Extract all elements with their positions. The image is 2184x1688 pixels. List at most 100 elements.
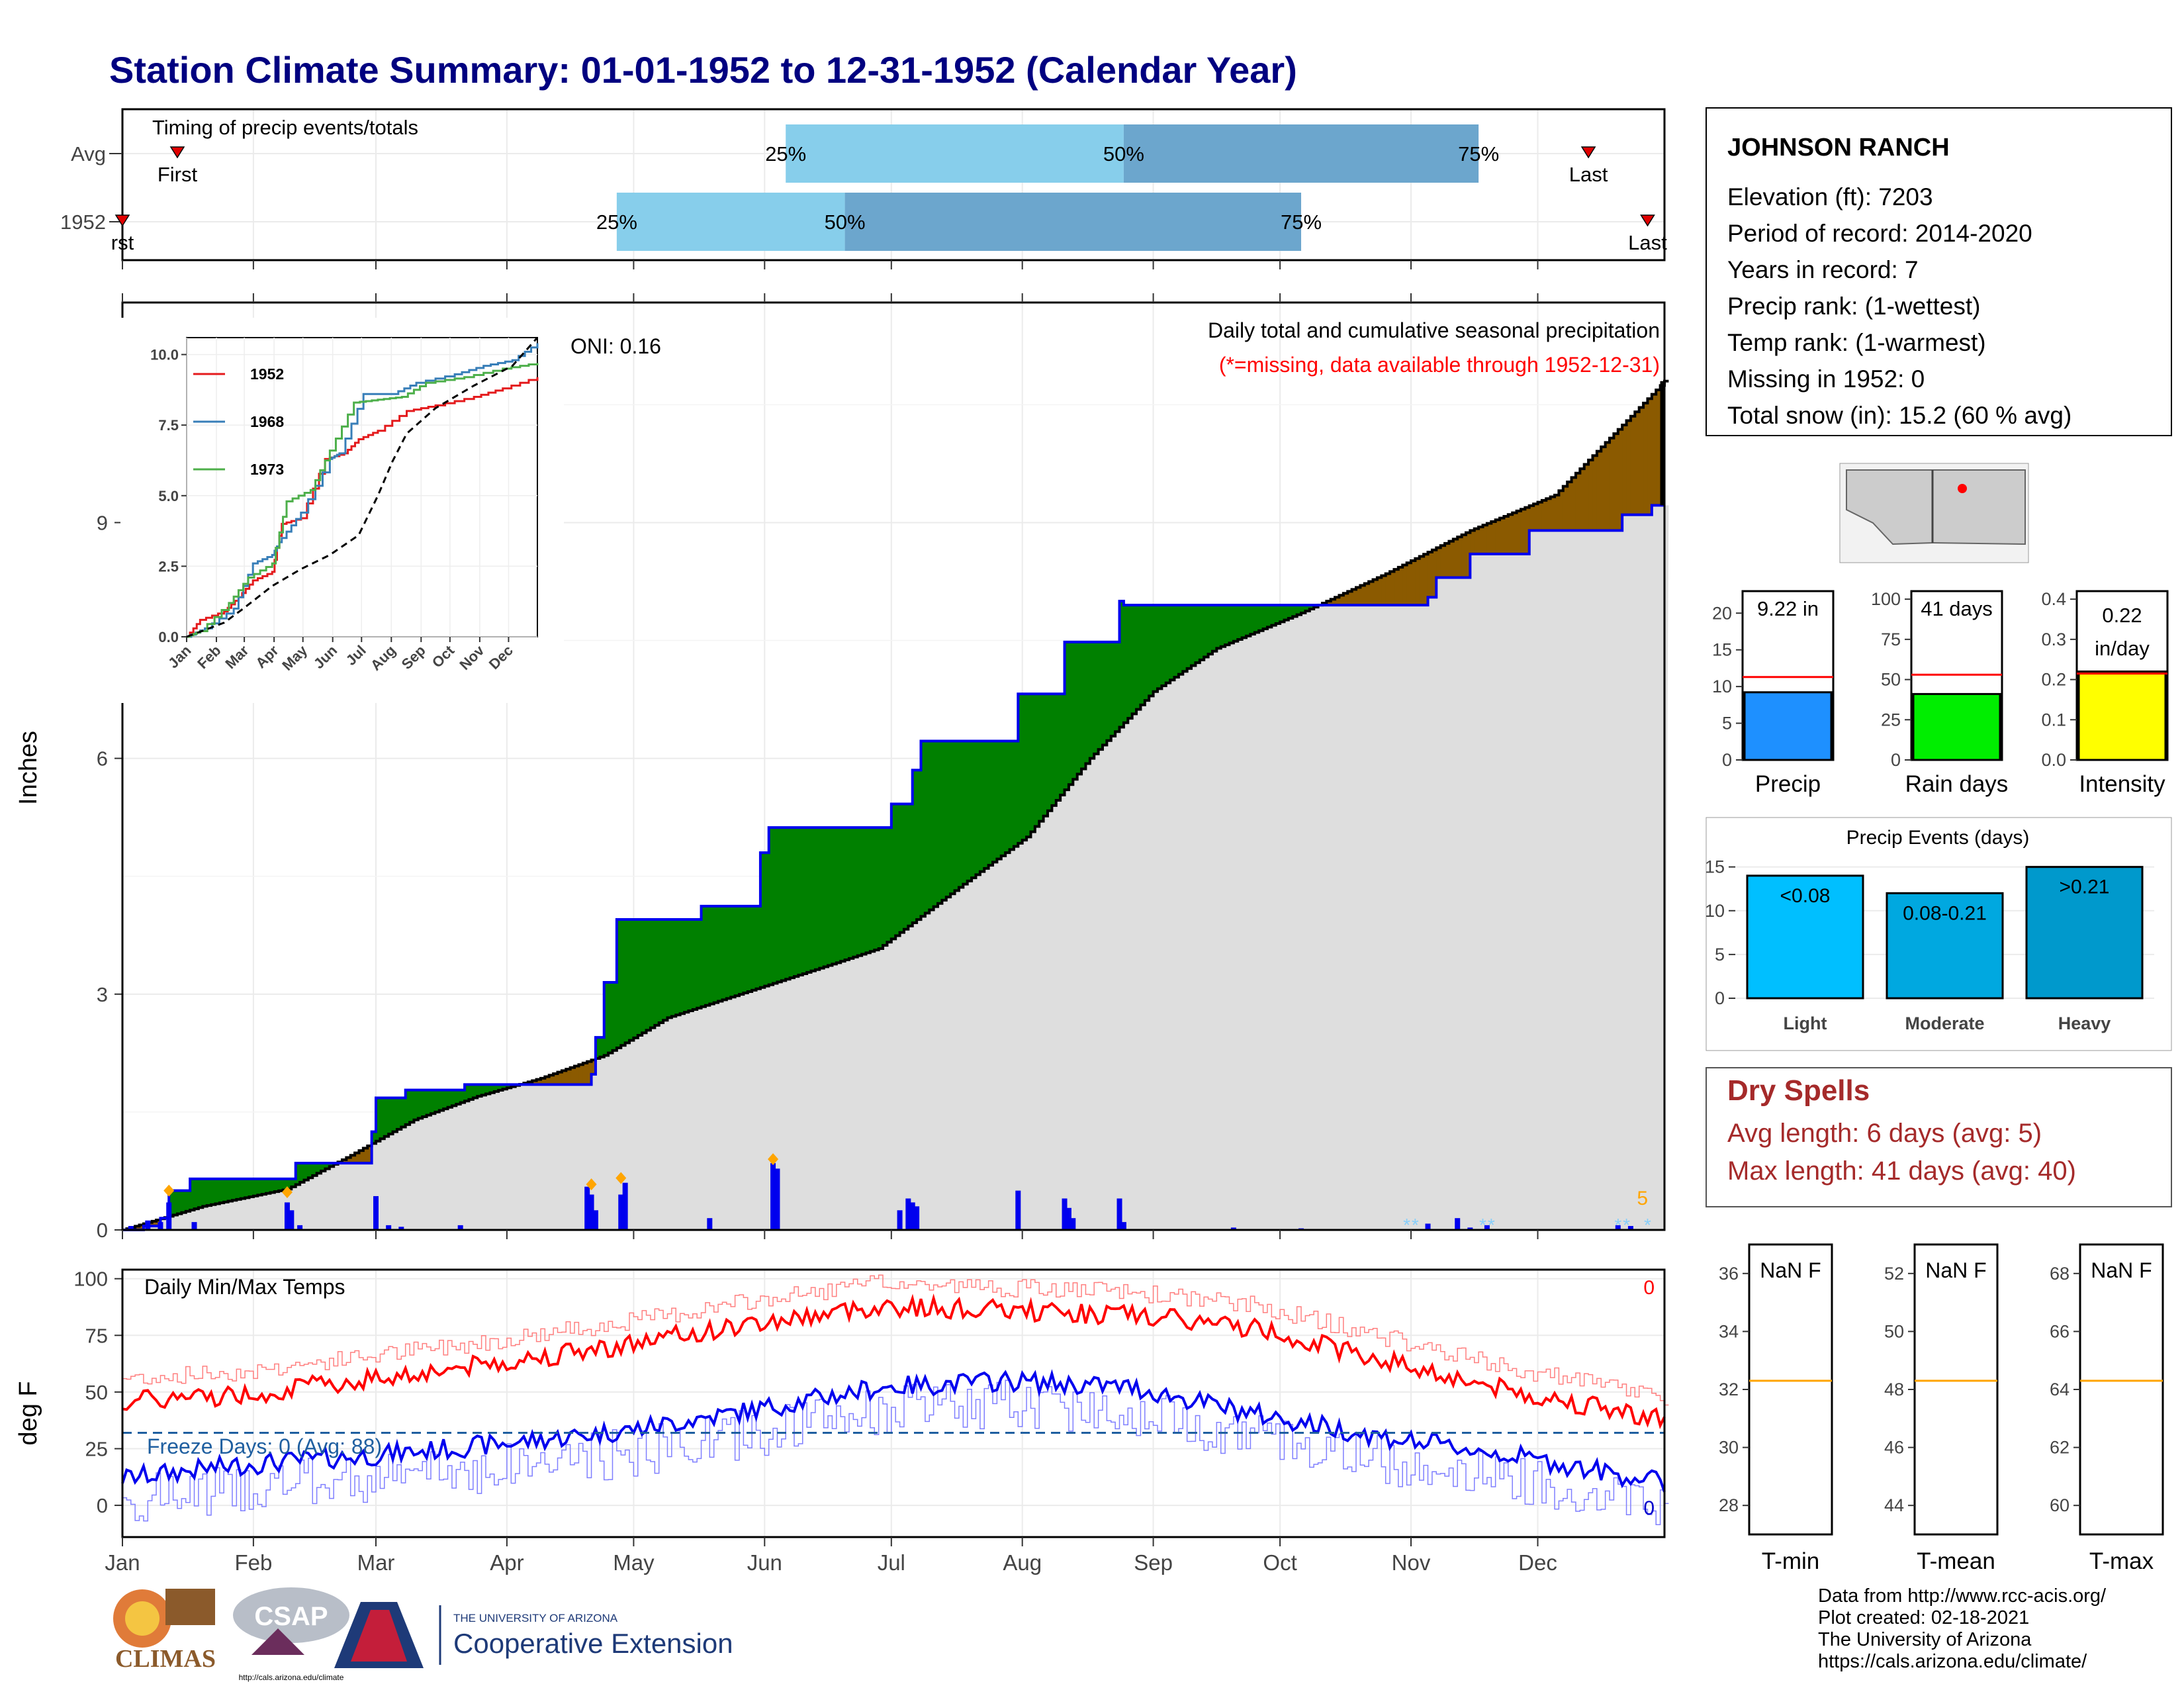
gauge-tick: 15: [1712, 640, 1732, 660]
timing-bar-50-75: [844, 193, 1302, 251]
event-bar-label: >0.21: [2060, 876, 2110, 898]
timing-bar-50-75: [1123, 124, 1479, 183]
gauge-tick: 5: [1722, 714, 1732, 733]
station-info-line: Temp rank: (1-warmest): [1727, 329, 1986, 356]
cumulative-year-line: [122, 504, 1664, 1231]
heavy-event-marker: [163, 1184, 175, 1197]
csap-logo: CSAP http://cals.arizona.edu/climate: [233, 1587, 349, 1682]
temp-box-value: NaN F: [2091, 1258, 2152, 1282]
daily-precip-bar: [386, 1225, 392, 1230]
timing-pct-label: 25%: [765, 142, 806, 165]
gauge-tick: 0.1: [2041, 710, 2066, 729]
gauge-title: Intensity: [2079, 771, 2165, 797]
gauge-tick: 25: [1881, 710, 1901, 729]
dry-spells-avg: Avg length: 6 days (avg: 5): [1727, 1119, 2042, 1148]
daily-precip-bar: [1070, 1218, 1076, 1230]
temp-box-frame: [2079, 1243, 2164, 1536]
precip-y-tick: 0: [97, 1219, 108, 1242]
event-bar-heavy: [2025, 866, 2144, 1000]
gauge-title: Rain days: [1905, 771, 2009, 797]
gauge-bar-precip: [1743, 691, 1833, 761]
daily-precip-bar: [914, 1206, 920, 1230]
month-label: Mar: [357, 1550, 395, 1575]
station-info-line: Total snow (in): 15.2 (60 % avg): [1727, 402, 2071, 429]
timing-row-label: 1952: [60, 211, 106, 234]
daily-precip-bar: [158, 1222, 163, 1230]
timing-marker: [1640, 214, 1655, 227]
climas-logo-text: CLIMAS: [115, 1645, 216, 1673]
gauge-tick: 0: [1891, 750, 1901, 770]
max-missing-count: 0: [1643, 1277, 1655, 1299]
daily-precip-bar: [128, 1226, 134, 1230]
ua-logo: THE UNIVERSITY OF ARIZONA Cooperative Ex…: [334, 1602, 733, 1668]
inset-y-tick: 2.5: [158, 558, 179, 575]
precip-y-tick: 6: [97, 747, 108, 771]
cumulative-average-area: [122, 505, 1669, 1230]
inset-series-1968: [187, 343, 539, 638]
temp-y-tick: 100: [73, 1268, 108, 1291]
daily-precip-bar: [398, 1227, 404, 1230]
csap-logo-text: CSAP: [254, 1602, 328, 1631]
station-info-lines: Elevation (ft): 7203 Period of record: 20…: [1727, 183, 2071, 429]
ua-big-text: Cooperative Extension: [453, 1628, 733, 1659]
record-max-line: [122, 1274, 1669, 1406]
snow-marker: *: [1623, 1215, 1630, 1235]
gauge-tick: 50: [1881, 670, 1901, 690]
station-info-line: Period of record: 2014-2020: [1727, 220, 2032, 247]
freeze-days-label: Freeze Days: 0 (Avg: 88): [147, 1434, 382, 1458]
footer-credit-line: https://cals.arizona.edu/climate/: [1818, 1651, 2087, 1672]
inset-y-tick: 5.0: [158, 488, 179, 504]
events-y-tick: 15: [1705, 857, 1725, 877]
record-min-line: [122, 1380, 1669, 1525]
footer-credit-line: The University of Arizona: [1818, 1629, 2032, 1650]
timing-bar-25-50: [616, 193, 845, 251]
cumulative-average-line: [122, 379, 1669, 1231]
daily-precip-bar: [1120, 1222, 1126, 1230]
daily-precip-bar: [1230, 1227, 1236, 1230]
inset-average-line: [186, 337, 539, 638]
temp-y-tick: 50: [85, 1381, 108, 1404]
daily-precip-bar: [1615, 1225, 1621, 1230]
snow-count: 5: [1637, 1188, 1648, 1209]
temp-box-tick: 36: [1719, 1264, 1739, 1284]
timing-marker: [169, 146, 185, 159]
daily-precip-bar: [457, 1225, 463, 1230]
event-category-label: Heavy: [2058, 1013, 2111, 1033]
events-y-tick: 10: [1705, 901, 1725, 921]
daily-precip-bar: [770, 1163, 776, 1230]
gauge-tick: 100: [1871, 589, 1901, 609]
station-info-line: Years in record: 7: [1727, 256, 1919, 283]
timing-marker: [114, 214, 130, 227]
daily-precip-bar: [166, 1202, 172, 1230]
daily-precip-bar: [909, 1202, 915, 1230]
daily-precip-bar: [1425, 1223, 1431, 1230]
snow-marker: *: [1412, 1215, 1419, 1235]
footer-credit-line: Data from http://www.rcc-acis.org/: [1818, 1585, 2107, 1607]
daily-precip-bar: [1062, 1198, 1068, 1230]
month-axis-labels: Jan Feb Mar Apr May Jun Jul Aug Sep Oct Nov Dec: [105, 1550, 1557, 1575]
gauge-tick: 0.4: [2041, 589, 2066, 609]
inset-y-tick: 7.5: [158, 417, 179, 434]
gauge-tick: 0: [1722, 750, 1732, 770]
temp-y-label: deg F: [15, 1381, 42, 1445]
precip-legend-line1: Daily total and cumulative seasonal prec…: [1208, 318, 1660, 342]
temp-box-tick: 62: [2050, 1438, 2070, 1458]
month-label: May: [613, 1550, 655, 1575]
daily-min-line: [121, 1369, 1666, 1493]
climas-logo: CLIMAS: [113, 1589, 216, 1673]
heavy-event-marker: [586, 1178, 597, 1191]
dry-spells-title: Dry Spells: [1727, 1074, 1870, 1107]
timing-pct-label: 50%: [825, 211, 866, 234]
month-label: Nov: [1392, 1550, 1431, 1575]
station-info-line: Missing in 1952: 0: [1727, 365, 1925, 393]
gauge-tick: 75: [1881, 630, 1901, 649]
timing-pct-label: 25%: [596, 211, 637, 234]
inset-legend-label: 1973: [250, 461, 284, 478]
temp-box-tick: 32: [1719, 1380, 1739, 1399]
inset-legend-label: 1968: [250, 413, 284, 430]
inset-y-tick: 10.0: [150, 347, 179, 363]
daily-precip-bar: [905, 1198, 911, 1230]
month-label: Jun: [747, 1550, 782, 1575]
precip-events-chart: 0 5 10 15 <0.08 Light 0.08-0.21 Moderate >0.21 He…: [1705, 857, 2154, 1033]
